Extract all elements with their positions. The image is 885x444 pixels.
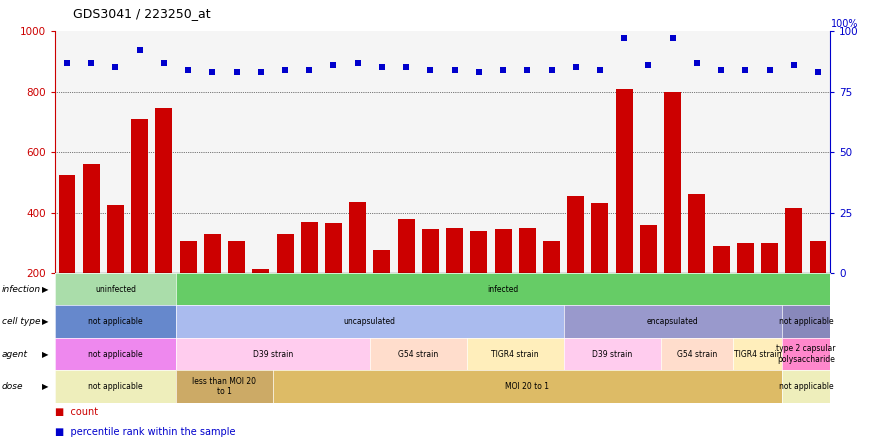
Point [157,59,171,66]
Point [642,61,656,68]
Point [399,64,413,71]
Text: not applicable: not applicable [88,317,142,326]
Bar [252,269,269,333]
Point [569,64,583,71]
Text: ▶: ▶ [42,349,49,359]
Bar [82,164,100,333]
Text: encapsulated: encapsulated [647,317,698,326]
Point [763,66,777,73]
Bar [397,218,415,333]
Bar [156,108,173,333]
Bar [567,196,584,333]
Point [423,66,437,73]
Bar [519,228,535,333]
Point [544,66,558,73]
Point [302,66,316,73]
Point [787,61,801,68]
Text: not applicable: not applicable [779,382,833,391]
Point [738,66,752,73]
Point [60,59,74,66]
Bar [446,228,463,333]
Text: ■  count: ■ count [55,407,98,417]
Text: uninfected: uninfected [95,285,136,294]
Text: G54 strain: G54 strain [398,349,438,359]
Point [714,66,728,73]
Point [254,69,268,76]
Bar [180,241,196,333]
Text: D39 strain: D39 strain [592,349,632,359]
Point [278,66,292,73]
Text: ▶: ▶ [42,285,49,294]
Bar [107,205,124,333]
Text: type 2 capsular
polysaccharide: type 2 capsular polysaccharide [776,345,835,364]
Bar [689,194,705,333]
Bar [543,241,560,333]
Text: not applicable: not applicable [779,317,833,326]
Text: ▶: ▶ [42,382,49,391]
Point [689,59,704,66]
Bar [785,208,803,333]
Bar [58,175,75,333]
Point [229,69,243,76]
Point [327,61,341,68]
Text: TIGR4 strain: TIGR4 strain [734,349,781,359]
Bar [616,88,633,333]
Point [350,59,365,66]
Bar [664,91,681,333]
Point [496,66,510,73]
Text: agent: agent [2,349,27,359]
Text: GDS3041 / 223250_at: GDS3041 / 223250_at [73,7,211,20]
Text: infection: infection [2,285,41,294]
Bar [276,234,294,333]
Bar [131,119,148,333]
Bar [373,250,390,333]
Point [811,69,825,76]
Text: cell type: cell type [2,317,41,326]
Point [593,66,607,73]
Point [472,69,486,76]
Bar [301,222,318,333]
Text: 100%: 100% [831,19,858,29]
Point [666,35,680,42]
Point [520,66,535,73]
Bar [761,243,778,333]
Text: not applicable: not applicable [88,382,142,391]
Text: ▶: ▶ [42,317,49,326]
Text: less than MOI 20
to 1: less than MOI 20 to 1 [192,377,257,396]
Bar [810,241,827,333]
Bar [737,243,754,333]
Text: not applicable: not applicable [88,349,142,359]
Bar [204,234,221,333]
Text: infected: infected [488,285,519,294]
Bar [350,202,366,333]
Bar [640,225,657,333]
Bar [712,246,729,333]
Bar [325,223,342,333]
Text: TIGR4 strain: TIGR4 strain [491,349,539,359]
Point [205,69,219,76]
Text: uncapsulated: uncapsulated [343,317,396,326]
Text: MOI 20 to 1: MOI 20 to 1 [505,382,550,391]
Text: dose: dose [2,382,23,391]
Text: G54 strain: G54 strain [677,349,717,359]
Text: D39 strain: D39 strain [253,349,293,359]
Point [375,64,389,71]
Point [448,66,462,73]
Point [181,66,196,73]
Bar [470,231,488,333]
Text: ■  percentile rank within the sample: ■ percentile rank within the sample [55,427,235,437]
Bar [422,229,439,333]
Point [617,35,631,42]
Bar [591,203,609,333]
Point [108,64,122,71]
Bar [228,241,245,333]
Point [133,47,147,54]
Bar [495,229,512,333]
Point [84,59,98,66]
